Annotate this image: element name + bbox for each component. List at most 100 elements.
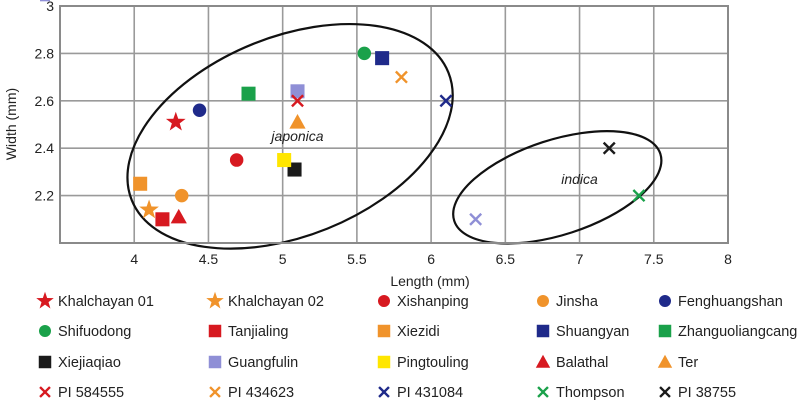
- x-tick-label: 8: [724, 251, 732, 267]
- legend-label: Khalchayan 01: [58, 294, 154, 310]
- data-points: [133, 46, 646, 227]
- legend-label: PI 67125: [58, 0, 116, 4]
- legend-label: Pingtouling: [397, 355, 469, 371]
- point-shuangyan: [375, 51, 390, 66]
- legend-marker: [537, 386, 549, 398]
- y-axis-label: Width (mm): [3, 88, 19, 160]
- legend-marker: [206, 291, 224, 309]
- legend-item: Zhanguoliangcang: [658, 324, 797, 340]
- legend-marker: [208, 324, 222, 338]
- annotations: japonica indica: [269, 128, 598, 187]
- legend-marker: [377, 324, 391, 338]
- legend-label: Xiejiaqiao: [58, 355, 121, 371]
- legend-label: PI 431084: [397, 385, 463, 401]
- point-balathal: [170, 208, 187, 224]
- legend-item: PI 584555: [39, 385, 124, 401]
- legend-item: Xishanping: [378, 294, 469, 310]
- legend-marker: [36, 291, 54, 309]
- legend-marker: [378, 386, 390, 398]
- legend-label: Fenghuangshan: [678, 294, 783, 310]
- x-tick-label: 5: [279, 251, 287, 267]
- legend-marker: [377, 355, 391, 369]
- legend-label: Tanjialing: [228, 324, 288, 340]
- legend-item: Thompson: [537, 385, 625, 401]
- legend-item: PI 434623: [209, 385, 294, 401]
- legend-label: PI 434623: [228, 385, 294, 401]
- legend-item: Xiejiaqiao: [38, 355, 121, 371]
- x-stroke: [291, 94, 304, 108]
- legend: Khalchayan 01 Khalchayan 02 Xishanping Jins…: [36, 0, 797, 401]
- x-stroke: [659, 386, 671, 398]
- legend-marker: [537, 295, 549, 307]
- grid: [60, 5, 729, 243]
- plot-border: [59, 5, 729, 244]
- plot-frame: [59, 5, 729, 244]
- legend-label: PI 584555: [58, 385, 124, 401]
- legend-item: PI 431084: [378, 385, 463, 401]
- legend-label: Shuangyan: [556, 324, 629, 340]
- x-tick-label: 5.5: [347, 251, 367, 267]
- legend-label: Shifuodong: [58, 324, 131, 340]
- point-pi-431084: [439, 94, 453, 108]
- legend-label: Ter: [678, 355, 698, 371]
- x-tick-label: 7.5: [644, 251, 664, 267]
- point-pi-434623: [394, 70, 408, 84]
- legend-item: Tanjialing: [208, 324, 288, 340]
- x-stroke: [378, 386, 390, 398]
- annotation-label: indica: [561, 171, 598, 187]
- legend-item: Xiezidi: [377, 324, 440, 340]
- legend-marker: [38, 355, 52, 369]
- legend-item: Guangfulin: [208, 355, 298, 371]
- x-tick-label: 4: [130, 251, 138, 267]
- legend-marker: [659, 295, 671, 307]
- point-xishanping: [229, 153, 244, 167]
- point-shifuodong: [357, 46, 372, 61]
- legend-marker: [535, 354, 551, 368]
- y-tick-label: 2.4: [35, 140, 55, 156]
- indica-ellipse: [452, 130, 663, 245]
- point-khalchayan-02: [139, 199, 159, 219]
- legend-marker: [657, 354, 673, 368]
- legend-item: PI 67125: [40, 0, 116, 4]
- point-ter: [289, 114, 306, 129]
- legend-marker: [39, 386, 51, 398]
- x-stroke: [209, 386, 221, 398]
- legend-marker: [209, 386, 221, 398]
- legend-item: Balathal: [535, 354, 608, 371]
- point-zhanguoliangcang: [241, 86, 256, 101]
- x-tick-label: 6.5: [496, 251, 516, 267]
- legend-label: Balathal: [556, 355, 608, 371]
- annotation-label: japonica: [269, 128, 323, 144]
- point-pi-584555: [291, 94, 304, 108]
- legend-item: Pingtouling: [377, 355, 469, 371]
- x-stroke: [537, 386, 549, 398]
- point-guangfulin: [290, 84, 305, 99]
- legend-label: Thompson: [556, 385, 625, 401]
- legend-item: Jinsha: [537, 294, 599, 310]
- point-pi-38755: [602, 141, 616, 155]
- point-fenghuangshan: [192, 103, 207, 118]
- x-stroke: [602, 141, 616, 155]
- japonica-ellipse: [126, 22, 454, 250]
- tick-labels: 4 4.5 5 5.5 6 6.5 7 7.5 8 2.2 2.4 2.6 2.8 3: [35, 0, 733, 267]
- legend-marker: [536, 324, 550, 338]
- legend-item: PI 38755: [659, 385, 736, 401]
- legend-label: Jinsha: [556, 294, 599, 310]
- legend-label: Xiezidi: [397, 324, 440, 340]
- legend-marker: [659, 386, 671, 398]
- x-tick-label: 7: [576, 251, 584, 267]
- cluster-ellipses: [126, 22, 663, 250]
- legend-marker: [39, 325, 51, 337]
- legend-item: Khalchayan 01: [36, 291, 154, 310]
- legend-label: PI 38755: [678, 385, 736, 401]
- x-stroke: [632, 189, 646, 203]
- point-pingtouling: [277, 153, 292, 168]
- legend-marker: [658, 324, 672, 338]
- x-stroke: [439, 94, 453, 108]
- legend-label: Khalchayan 02: [228, 294, 324, 310]
- legend-marker: [378, 295, 390, 307]
- x-stroke: [39, 386, 51, 398]
- y-tick-label: 2.2: [35, 188, 55, 204]
- legend-item: Khalchayan 02: [206, 291, 324, 310]
